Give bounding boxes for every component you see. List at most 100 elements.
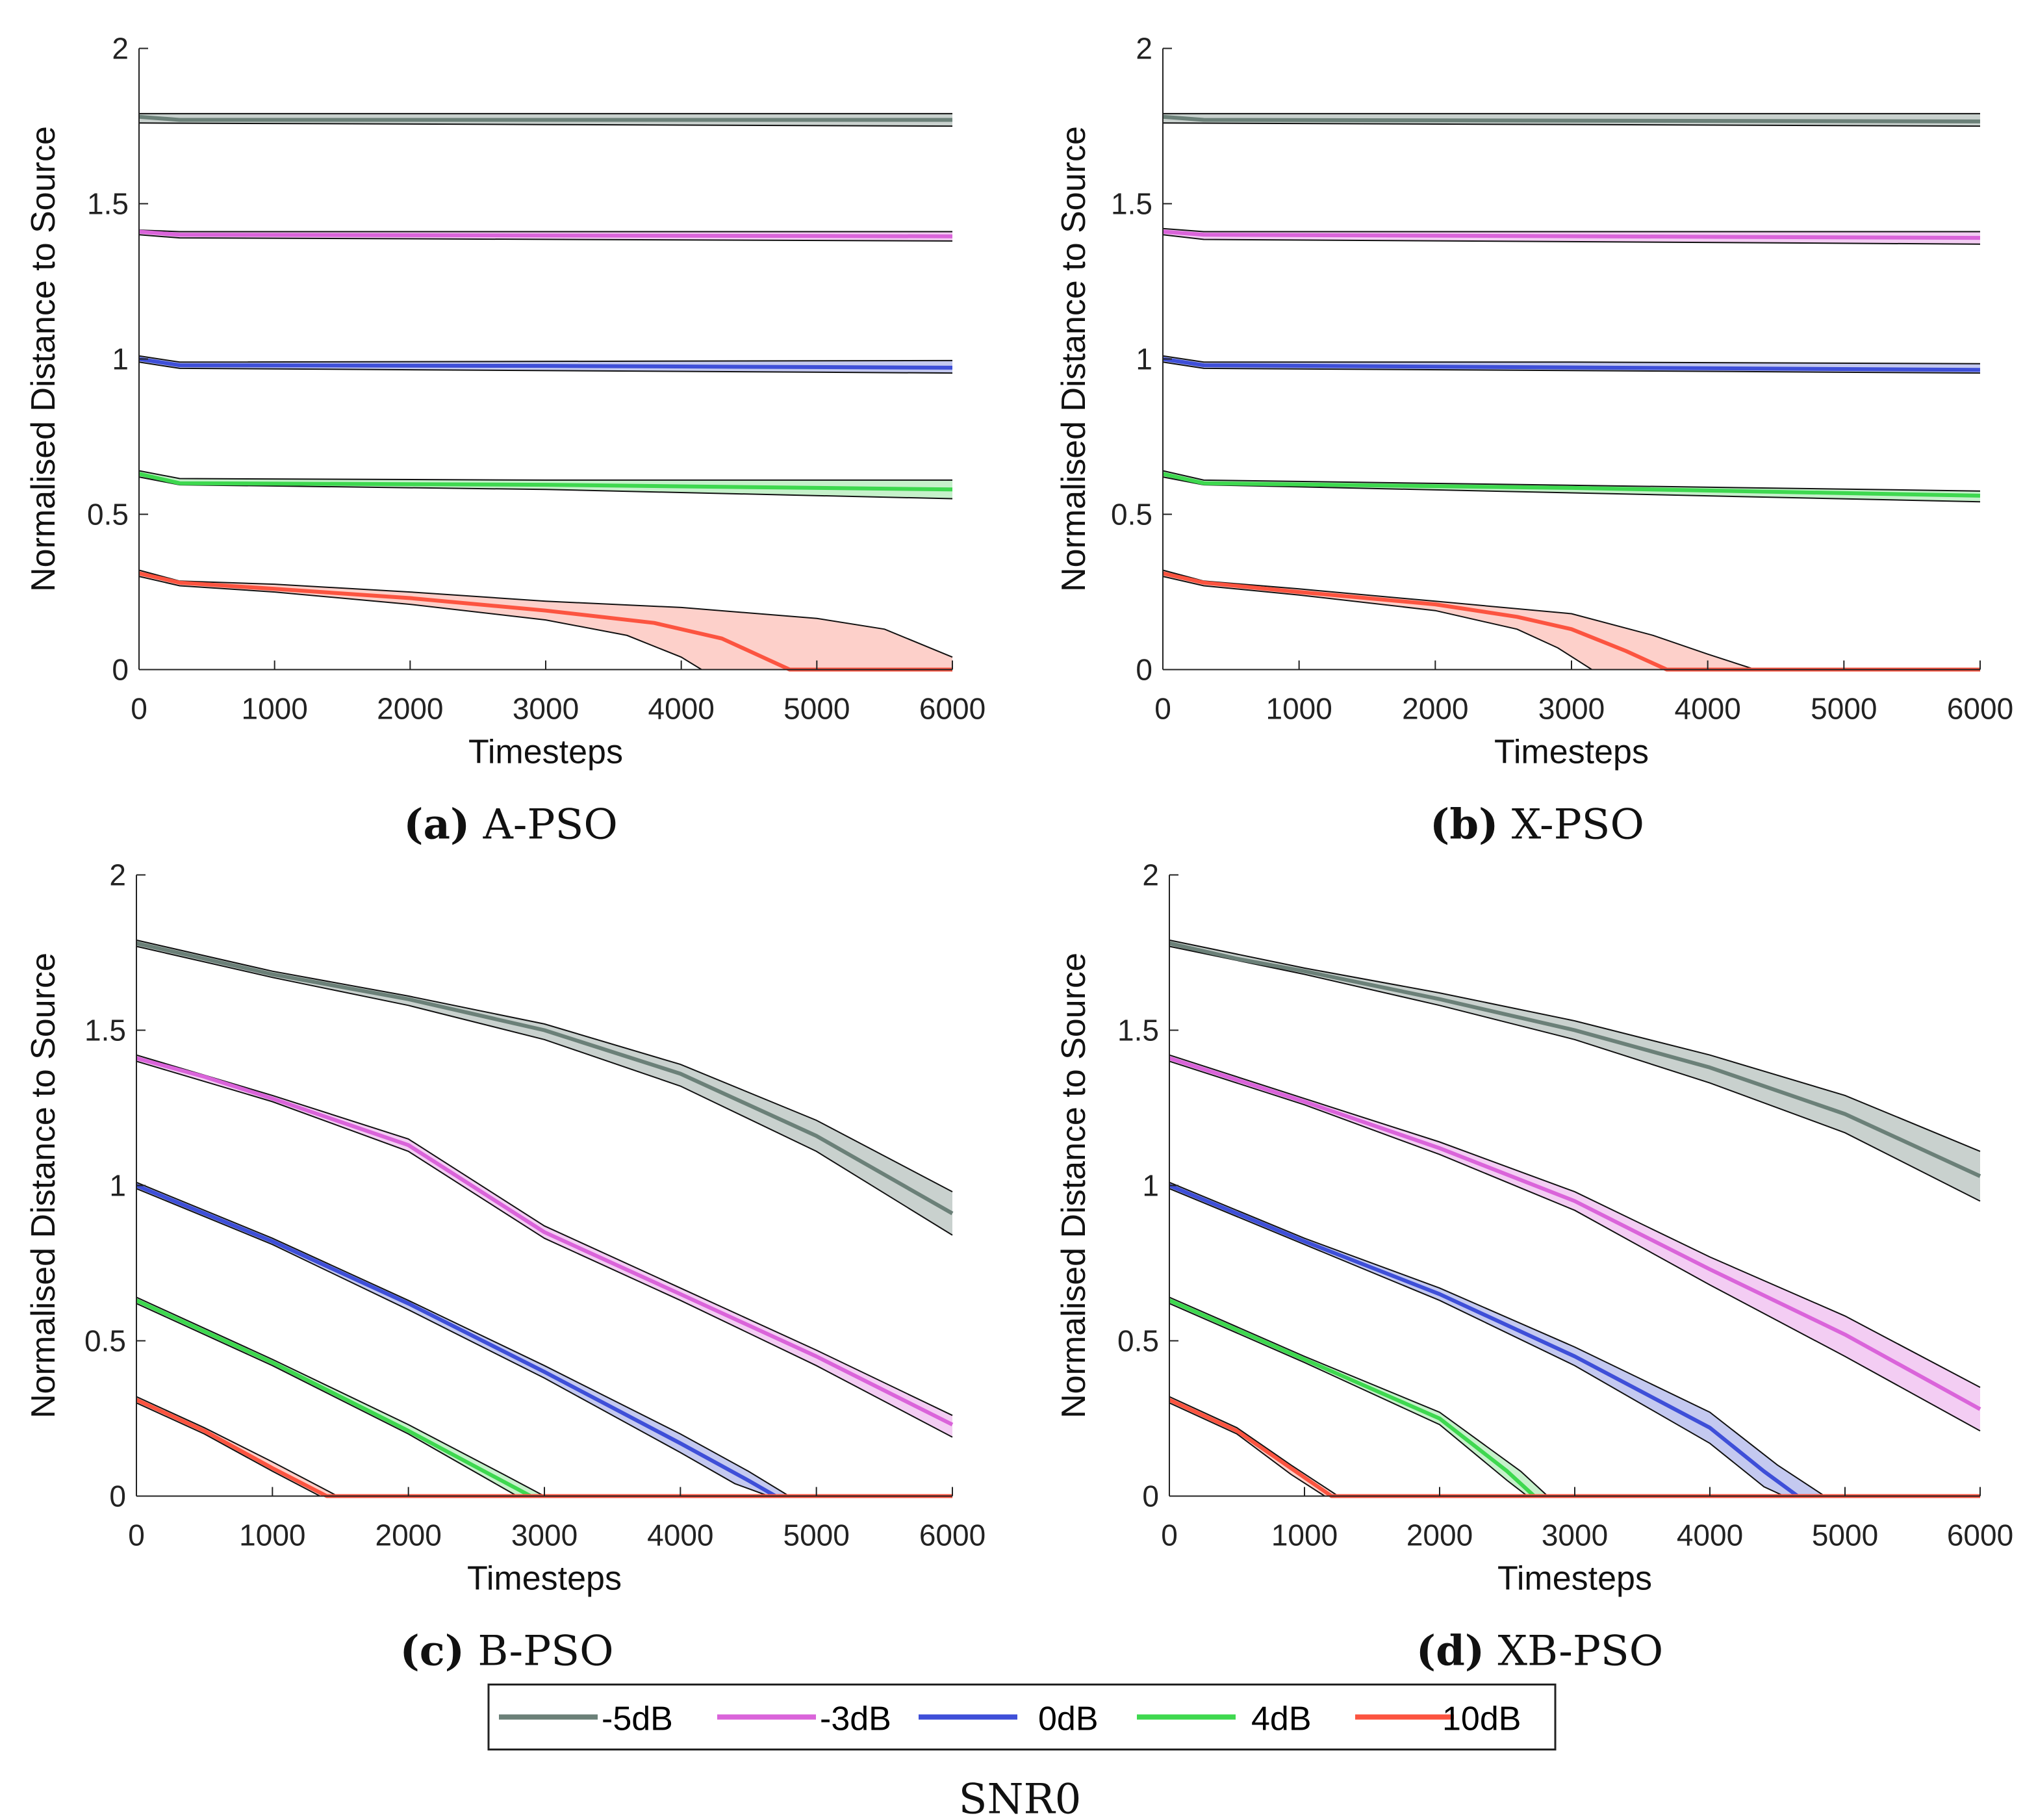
y-tick-label: 0 [1142, 1480, 1159, 1513]
band-lower--3dB [1169, 1060, 1981, 1431]
x-axis-label: Timesteps [1494, 734, 1649, 771]
series-line--5dB [1162, 114, 1981, 123]
legend-label-4dB: 4dB [1251, 1700, 1312, 1738]
series-line--5dB [138, 114, 952, 122]
caption-title: X-PSO [1498, 801, 1644, 849]
band--5dB [1169, 940, 1980, 1201]
band-lower--3dB [1162, 234, 1981, 245]
x-axis-label: Timesteps [468, 734, 623, 771]
y-axis-label: Normalised Distance to Source [1055, 126, 1093, 592]
band-lower--3dB [136, 1060, 953, 1438]
chart-panels: 0 1000 2000 3000 4000 5000 600000.511.52Timest… [25, 32, 2013, 1676]
x-tick-label: 6000 [919, 692, 986, 726]
legend-label--3dB: -3dB [820, 1700, 891, 1738]
panel-caption: (a) A-PSO [403, 801, 618, 849]
band-upper-10dB [1162, 569, 1980, 671]
series-line-10dB [135, 1398, 952, 1498]
y-tick-label: 2 [112, 32, 129, 66]
chart-panel-a: 0 1000 2000 3000 4000 5000 6000 0 0.5 1 1.5 2 Timest… [25, 32, 986, 849]
legend-label-10dB: 10dB [1442, 1700, 1521, 1738]
band-upper-4dB [138, 470, 952, 481]
y-tick-label: 0.5 [84, 1324, 126, 1358]
series-line-0dB [135, 1183, 952, 1498]
series-line--3dB [1162, 229, 1981, 240]
x-tick-label: 6000 [1947, 1519, 2013, 1552]
x-tick-label: 0 [1154, 692, 1171, 726]
caption-title: XB-PSO [1484, 1628, 1663, 1676]
chart-panel-d: 0 1000 2000 3000 4000 5000 6000 0 0.5 1 1.5 2 Timest… [1055, 858, 2013, 1676]
band-10dB [1163, 570, 1980, 670]
series-line-0dB [1168, 1183, 1980, 1498]
legend-title: SNR0 [959, 1776, 1082, 1820]
x-tick-label: 4000 [1674, 692, 1740, 726]
band-lower-10dB [1169, 1402, 1980, 1497]
band-upper--3dB [138, 229, 952, 233]
caption-title: A-PSO [470, 801, 618, 849]
legend: -5dB -3dB 0dB 4dB 10dB [487, 1684, 1557, 1750]
y-tick-label: 0 [109, 1480, 126, 1513]
x-tick-label: 3000 [513, 692, 579, 726]
caption-label: (b) [1430, 801, 1498, 849]
x-tick-label: 1000 [239, 1519, 305, 1552]
y-axis-label: Normalised Distance to Source [1055, 953, 1093, 1418]
x-tick-label: 1000 [1271, 1519, 1338, 1552]
band-lower-10dB [136, 1402, 952, 1497]
x-tick-label: 4000 [648, 692, 714, 726]
band-upper-0dB [136, 1181, 952, 1497]
y-tick-label: 1 [112, 342, 129, 376]
x-tick-label: 1000 [1266, 692, 1332, 726]
series-line--3dB [136, 1056, 954, 1427]
x-tick-label: 1000 [241, 692, 307, 726]
x-tick-label: 0 [128, 1519, 145, 1552]
x-axis-label: Timesteps [1497, 1560, 1652, 1598]
x-tick-label: 5000 [1811, 692, 1877, 726]
series-line--5dB [1169, 941, 1981, 1178]
band-lower-0dB [1162, 361, 1981, 374]
y-tick-label: 0 [112, 653, 129, 687]
x-tick-label: 3000 [1542, 1519, 1608, 1552]
x-tick-label: 5000 [1812, 1519, 1878, 1552]
chart-panel-b: 0 1000 2000 3000 4000 5000 6000 0 0.5 1 1.5 2 Timest… [1055, 32, 2013, 849]
series-line-4dB [138, 472, 953, 492]
caption-title: B-PSO [464, 1628, 614, 1676]
band--3dB [136, 1055, 952, 1437]
series-line-0dB [1162, 357, 1981, 372]
band-lower-4dB [138, 476, 953, 500]
x-tick-label: 5000 [783, 1519, 849, 1552]
panel-caption: (c) B-PSO [400, 1627, 613, 1676]
band-upper-4dB [136, 1296, 952, 1497]
caption-label: (d) [1416, 1627, 1484, 1676]
panel-caption: (d) XB-PSO [1416, 1627, 1663, 1676]
series-line-10dB [1162, 571, 1980, 672]
band-upper-0dB [1162, 355, 1981, 365]
x-tick-label: 5000 [783, 692, 850, 726]
legend-items: -5dB -3dB 0dB 4dB 10dB [499, 1700, 1521, 1738]
y-tick-label: 1 [109, 1169, 126, 1203]
x-tick-label: 2000 [377, 692, 443, 726]
band-lower--5dB [1162, 122, 1981, 127]
x-tick-label: 4000 [647, 1519, 713, 1552]
band-lower-10dB [138, 576, 952, 671]
band-lower--5dB [1169, 945, 1981, 1202]
x-tick-label: 6000 [919, 1519, 986, 1552]
panel-caption: (b) X-PSO [1430, 801, 1644, 849]
y-tick-label: 1.5 [87, 187, 129, 221]
x-tick-label: 6000 [1947, 692, 2013, 726]
series-line-10dB [138, 571, 952, 672]
band-upper-10dB [1169, 1396, 1980, 1497]
legend-label--5dB: -5dB [602, 1700, 673, 1738]
band-lower-4dB [136, 1303, 952, 1497]
band-lower-0dB [138, 361, 953, 374]
band-4dB [136, 1297, 952, 1496]
x-axis-label: Timesteps [467, 1560, 622, 1598]
band-upper-4dB [1162, 470, 1981, 492]
band-10dB [1169, 1396, 1980, 1496]
x-tick-label: 4000 [1677, 1519, 1743, 1552]
y-axis-label: Normalised Distance to Source [25, 953, 62, 1418]
x-tick-label: 0 [131, 692, 147, 726]
band-upper-10dB [138, 569, 953, 658]
band-10dB [136, 1396, 952, 1496]
series-line-4dB [135, 1298, 952, 1498]
y-axis-label: Normalised Distance to Source [25, 126, 62, 592]
